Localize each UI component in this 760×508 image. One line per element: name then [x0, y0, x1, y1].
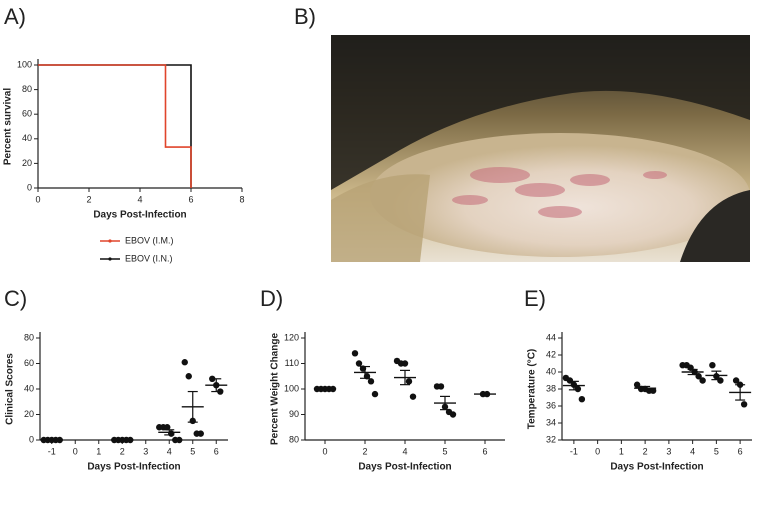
x-tick-label: 2 [86, 194, 91, 204]
y-tick-label: 32 [546, 434, 556, 444]
x-axis-label: Days Post-Infection [87, 462, 180, 473]
x-tick-label: 6 [214, 446, 219, 456]
legend-swatch [108, 239, 112, 243]
x-tick-label: 0 [595, 446, 600, 456]
y-tick-label: 100 [284, 383, 299, 393]
y-axis-label: Clinical Scores [5, 353, 16, 425]
survival-line [38, 64, 192, 188]
y-tick-label: 0 [27, 182, 32, 192]
y-axis-label: Percent Weight Change [270, 333, 281, 445]
y-tick-label: 34 [546, 417, 556, 427]
x-tick-label: 4 [690, 446, 695, 456]
x-tick-label: 6 [738, 446, 743, 456]
data-point [371, 390, 379, 398]
y-tick-label: 42 [546, 349, 556, 359]
data-point [401, 360, 409, 367]
x-tick-label: 5 [714, 446, 719, 456]
data-point [633, 381, 641, 388]
y-tick-label: 60 [24, 358, 34, 368]
y-tick-label: 40 [22, 133, 32, 143]
y-tick-label: 38 [546, 383, 556, 393]
data-point [181, 359, 188, 366]
x-tick-label: 3 [666, 446, 671, 456]
y-tick-label: 36 [546, 400, 556, 410]
panel-label: E) [524, 286, 546, 311]
survival-line [38, 64, 192, 188]
x-tick-label: 1 [619, 446, 624, 456]
x-tick-label: 4 [402, 446, 407, 456]
x-tick-label: 3 [143, 446, 148, 456]
x-tick-label: -1 [48, 446, 56, 456]
x-tick-label: 1 [96, 446, 101, 456]
y-tick-label: 40 [546, 366, 556, 376]
photo [331, 35, 750, 262]
x-tick-label: 2 [362, 446, 367, 456]
y-tick-label: 20 [22, 158, 32, 168]
data-point [176, 436, 183, 444]
data-point [740, 401, 748, 408]
data-point [717, 377, 724, 384]
x-tick-label: 0 [35, 194, 40, 204]
x-tick-label: 4 [137, 194, 142, 204]
data-point [437, 383, 445, 390]
x-axis-label: Days Post-Infection [93, 210, 186, 221]
x-axis-label: Days Post-Infection [358, 462, 451, 473]
data-point [699, 377, 706, 384]
legend-label: EBOV (I.M.) [125, 235, 174, 245]
x-tick-label: -1 [570, 446, 578, 456]
data-point [709, 362, 716, 369]
y-axis-label: Percent survival [3, 88, 14, 165]
x-tick-label: 0 [322, 446, 327, 456]
y-tick-label: 80 [22, 84, 32, 94]
x-tick-label: 5 [442, 446, 447, 456]
data-point [185, 373, 192, 380]
y-tick-label: 80 [24, 332, 34, 342]
panel-label: D) [260, 286, 283, 311]
x-tick-label: 5 [190, 446, 195, 456]
y-tick-label: 100 [17, 59, 32, 69]
x-tick-label: 2 [643, 446, 648, 456]
data-point [355, 360, 363, 367]
data-point [566, 377, 574, 384]
legend-swatch [108, 257, 112, 261]
data-point [649, 387, 657, 394]
y-axis-label: Temperature (°C) [527, 349, 538, 430]
y-tick-label: 20 [24, 409, 34, 419]
data-point [197, 430, 204, 437]
y-tick-label: 120 [284, 332, 299, 342]
panel-label: C) [4, 286, 27, 311]
data-point [164, 424, 171, 431]
data-point [449, 411, 457, 418]
y-tick-label: 60 [22, 109, 32, 119]
data-point [732, 377, 740, 384]
data-point [574, 385, 582, 393]
panel-label: B) [294, 4, 316, 29]
data-point [405, 378, 413, 385]
y-tick-label: 110 [285, 358, 299, 368]
legend-label: EBOV (I.N.) [125, 253, 173, 263]
x-tick-label: 6 [482, 446, 487, 456]
y-tick-label: 0 [29, 434, 34, 444]
x-axis-label: Days Post-Infection [610, 462, 703, 473]
x-tick-label: 4 [167, 446, 172, 456]
y-tick-label: 40 [24, 383, 34, 393]
y-tick-label: 90 [289, 409, 299, 419]
x-tick-label: 0 [73, 446, 78, 456]
x-tick-label: 6 [188, 194, 193, 204]
data-point [578, 396, 586, 403]
panel-label: A) [4, 4, 26, 29]
y-tick-label: 44 [546, 332, 556, 342]
data-point [409, 393, 417, 400]
data-point [351, 350, 359, 357]
y-tick-label: 80 [289, 434, 299, 444]
x-tick-label: 8 [239, 194, 244, 204]
data-point [367, 378, 375, 385]
x-tick-label: 2 [120, 446, 125, 456]
